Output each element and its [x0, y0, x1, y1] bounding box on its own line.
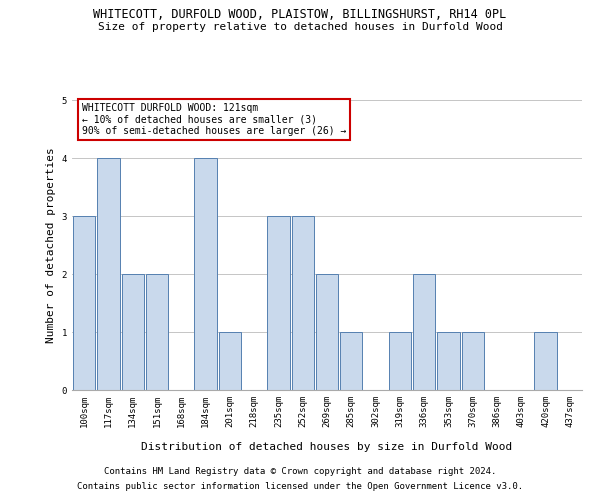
Text: Size of property relative to detached houses in Durfold Wood: Size of property relative to detached ho…: [97, 22, 503, 32]
Text: Contains public sector information licensed under the Open Government Licence v3: Contains public sector information licen…: [77, 482, 523, 491]
Bar: [267, 216, 290, 390]
Text: Distribution of detached houses by size in Durfold Wood: Distribution of detached houses by size …: [142, 442, 512, 452]
Bar: [316, 274, 338, 390]
Bar: [437, 332, 460, 390]
Bar: [340, 332, 362, 390]
Bar: [146, 274, 168, 390]
Bar: [218, 332, 241, 390]
Bar: [389, 332, 411, 390]
Bar: [73, 216, 95, 390]
Bar: [461, 332, 484, 390]
Text: WHITECOTT DURFOLD WOOD: 121sqm
← 10% of detached houses are smaller (3)
90% of s: WHITECOTT DURFOLD WOOD: 121sqm ← 10% of …: [82, 103, 347, 136]
Bar: [292, 216, 314, 390]
Bar: [122, 274, 144, 390]
Text: WHITECOTT, DURFOLD WOOD, PLAISTOW, BILLINGSHURST, RH14 0PL: WHITECOTT, DURFOLD WOOD, PLAISTOW, BILLI…: [94, 8, 506, 20]
Y-axis label: Number of detached properties: Number of detached properties: [46, 147, 56, 343]
Text: Contains HM Land Registry data © Crown copyright and database right 2024.: Contains HM Land Registry data © Crown c…: [104, 467, 496, 476]
Bar: [535, 332, 557, 390]
Bar: [97, 158, 119, 390]
Bar: [194, 158, 217, 390]
Bar: [413, 274, 436, 390]
